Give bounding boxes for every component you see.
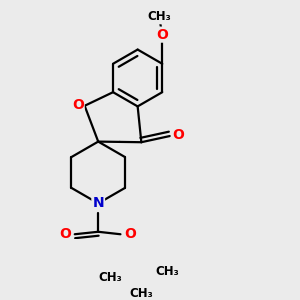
- Text: CH₃: CH₃: [147, 10, 171, 23]
- Text: O: O: [72, 98, 84, 112]
- Text: CH₃: CH₃: [130, 287, 153, 300]
- Text: N: N: [92, 196, 104, 210]
- Text: O: O: [156, 28, 168, 42]
- Text: CH₃: CH₃: [155, 265, 179, 278]
- Text: O: O: [172, 128, 184, 142]
- Text: CH₃: CH₃: [99, 271, 122, 284]
- Text: O: O: [59, 227, 71, 241]
- Text: O: O: [124, 227, 136, 241]
